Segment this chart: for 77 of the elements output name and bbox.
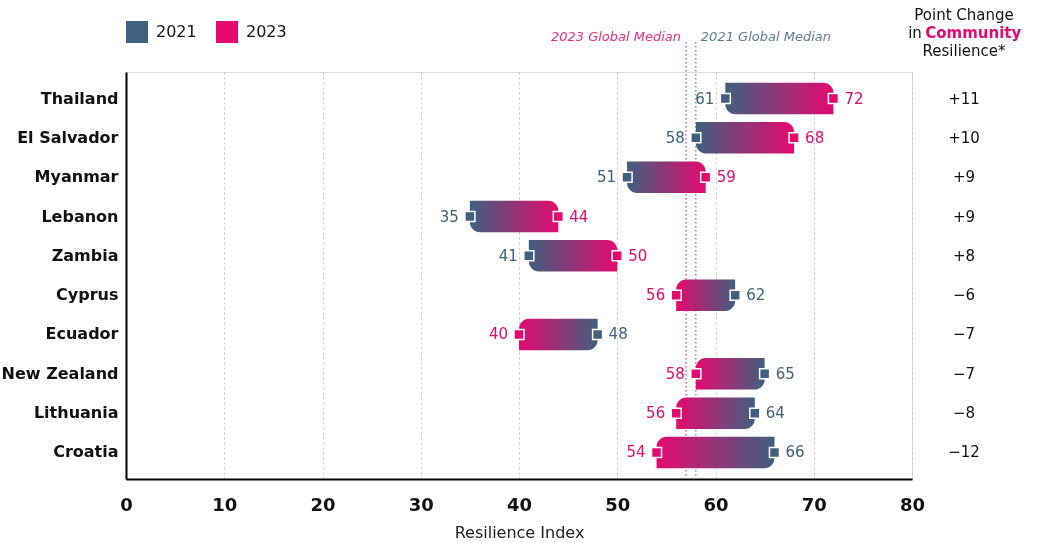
data-label: 56 (646, 286, 666, 305)
bar (528, 240, 618, 272)
x-tick-label: 80 (899, 493, 926, 515)
y-tick-label: Ecuador (45, 324, 119, 344)
legend-label: 2021 (156, 22, 197, 41)
data-label: 58 (665, 128, 685, 147)
x-tick-label: 40 (506, 493, 533, 515)
data-label: 44 (569, 207, 589, 226)
data-label: 68 (805, 128, 825, 147)
text: −8 (952, 404, 976, 423)
text: +9 (952, 168, 976, 187)
text: +11 (948, 89, 980, 108)
point (670, 407, 682, 419)
y-tick-label: Lebanon (41, 206, 119, 226)
point (729, 289, 741, 301)
data-label: 41 (498, 246, 518, 265)
text: +10 (948, 128, 980, 147)
point (464, 210, 476, 223)
y-tick-label: Lithuania (33, 403, 119, 423)
bar (695, 358, 765, 390)
data-label: 56 (646, 404, 666, 423)
data-label: 48 (608, 325, 628, 344)
x-axis-title: Resilience Index (454, 522, 585, 542)
bar (695, 122, 795, 154)
data-label: 59 (716, 168, 736, 187)
data-label: 51 (596, 168, 617, 187)
bar (676, 279, 736, 311)
text: +9 (952, 207, 976, 226)
x-tick-label: 20 (310, 493, 336, 515)
y-tick-label: Cyprus (56, 285, 119, 305)
x-tick-label: 50 (605, 493, 631, 515)
y-tick-label: Myanmar (34, 167, 119, 187)
y-tick-label: New Zealand (1, 363, 119, 383)
point (611, 250, 623, 262)
point (749, 407, 761, 419)
ref-line-label: 2023 Global Median (550, 29, 682, 44)
x-tick-label: 70 (801, 493, 827, 515)
point (690, 132, 702, 144)
x-tick-label: 10 (212, 493, 238, 515)
ref-line-label: 2021 Global Median (700, 29, 831, 44)
point (788, 132, 800, 144)
text: −12 (948, 443, 980, 462)
data-label: 65 (775, 364, 795, 383)
data-label: 54 (626, 443, 646, 462)
data-label: 62 (746, 286, 766, 305)
bar (469, 200, 559, 233)
data-label: 50 (628, 246, 648, 265)
y-tick-label: Thailand (40, 88, 119, 108)
point (621, 171, 633, 183)
point (523, 250, 535, 262)
y-tick-label: Zambia (51, 245, 119, 265)
data-label: 58 (665, 364, 685, 383)
text: −6 (952, 286, 976, 305)
data-label: 40 (488, 325, 508, 344)
point (690, 368, 702, 380)
point (513, 328, 525, 341)
bar (676, 397, 755, 429)
legend-label: 2023 (246, 22, 287, 41)
text: −7 (952, 325, 976, 344)
text: Point Change in Community Resilience* (908, 6, 1022, 60)
y-tick-label: Croatia (53, 442, 119, 462)
bar (519, 318, 598, 351)
bar (725, 82, 834, 115)
x-tick-label: 30 (408, 493, 434, 515)
data-label: 35 (439, 207, 459, 226)
data-label: 72 (844, 89, 864, 108)
bar (627, 161, 706, 193)
text: +8 (952, 246, 976, 265)
data-label: 64 (765, 404, 785, 423)
x-tick-label: 60 (703, 493, 729, 515)
data-label: 61 (695, 89, 715, 108)
x-tick-label: 0 (120, 493, 133, 515)
data-label: 66 (785, 443, 805, 462)
text: −7 (952, 364, 976, 383)
point (670, 289, 682, 301)
y-tick-label: El Salvador (17, 127, 119, 147)
bar (656, 436, 775, 469)
